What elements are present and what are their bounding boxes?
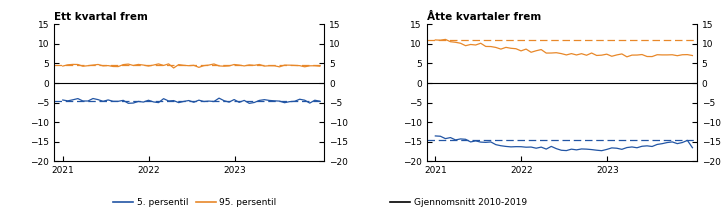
- Legend: Gjennomsnitt 2010-2019: Gjennomsnitt 2010-2019: [386, 195, 531, 211]
- Text: Åtte kvartaler frem: Åtte kvartaler frem: [427, 12, 541, 22]
- Text: Ett kvartal frem: Ett kvartal frem: [54, 12, 148, 22]
- Legend: 5. persentil, 95. persentil: 5. persentil, 95. persentil: [110, 195, 280, 211]
